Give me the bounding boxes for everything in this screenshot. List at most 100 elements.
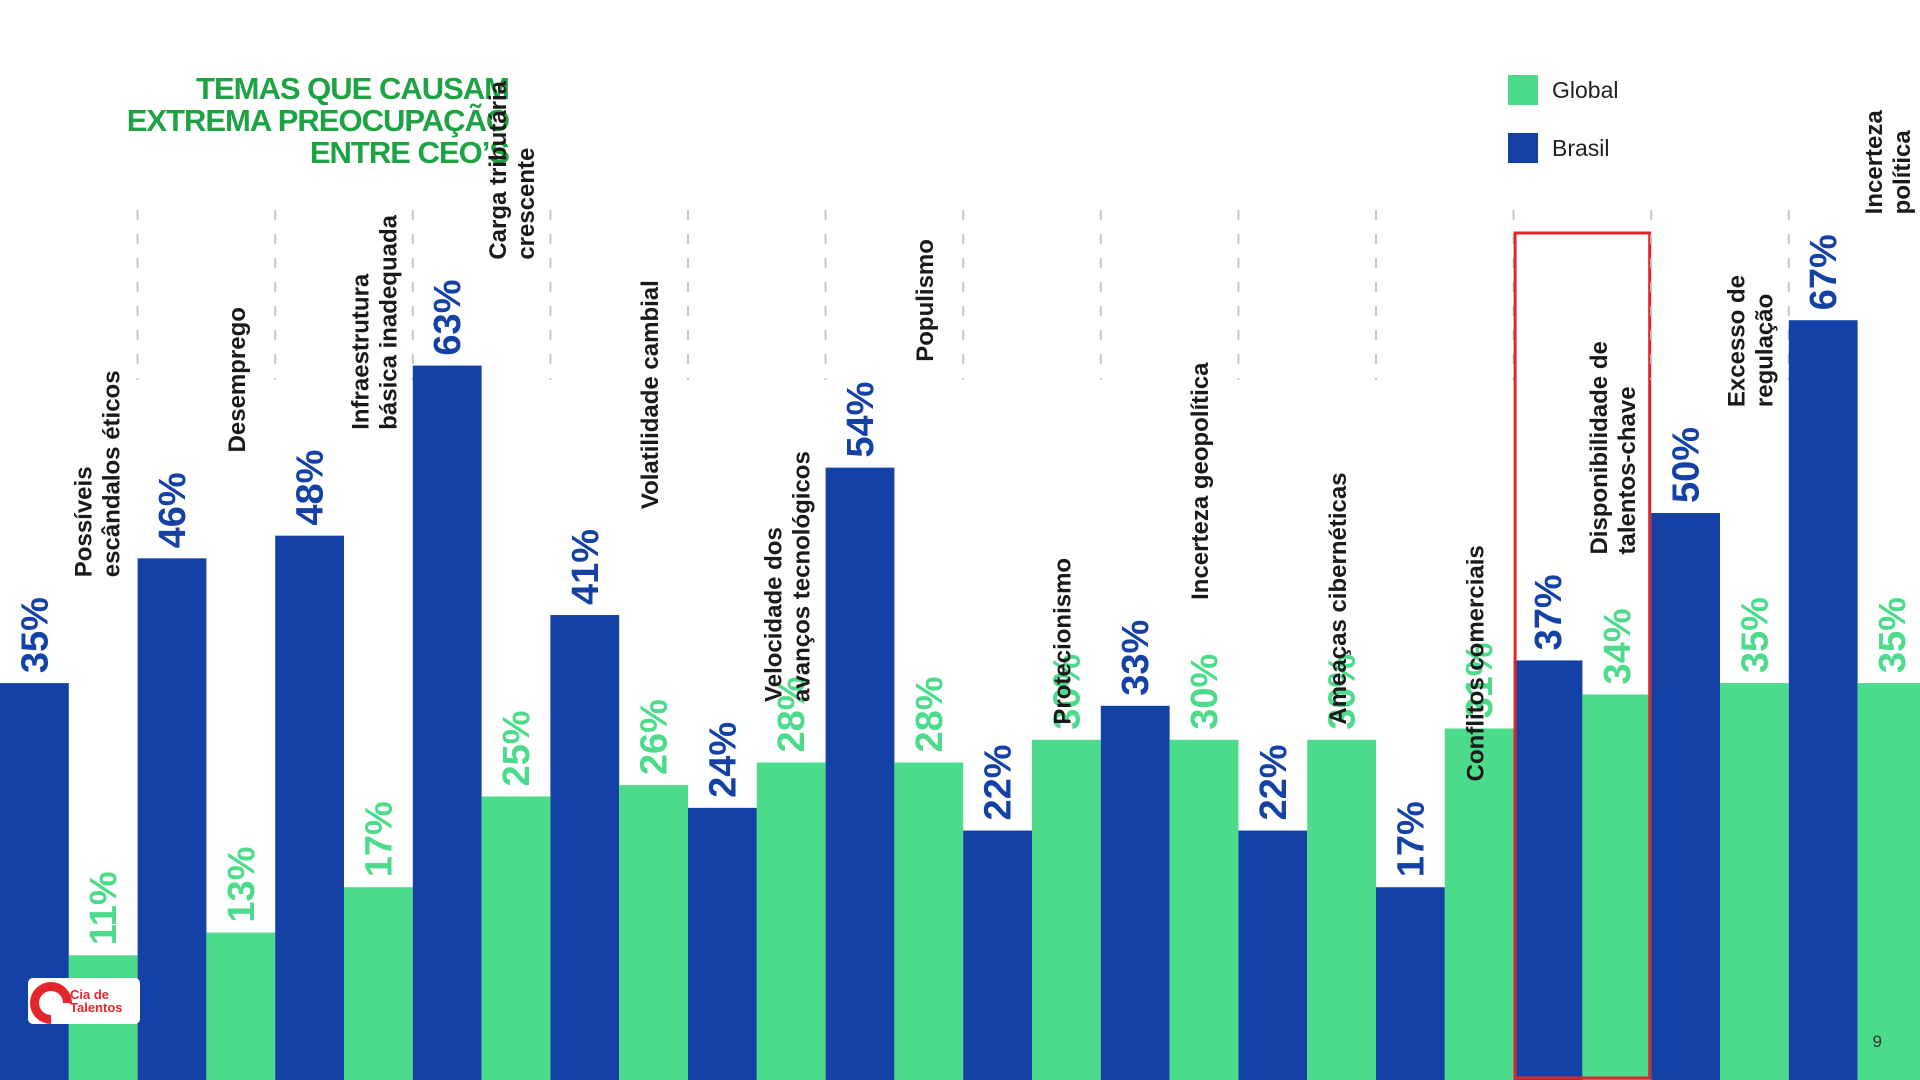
- category-label-line: Ameaças cibernéticas: [1325, 472, 1352, 724]
- data-label-brasil: 37%: [1528, 574, 1570, 650]
- bar-brasil: [1788, 320, 1858, 1080]
- category-label: Ameaças cibernéticas: [1325, 472, 1352, 724]
- bar-global: [481, 796, 551, 1080]
- company-logo: Cia de Talentos: [21, 973, 140, 1033]
- data-label-global: 11%: [83, 871, 125, 945]
- category-label-line: talentos-chave: [1614, 386, 1641, 554]
- category-label: Velocidade dosavanços tecnológicos: [760, 451, 815, 702]
- legend-swatch-global: [1508, 75, 1538, 105]
- category-label-line: Incerteza: [1861, 110, 1888, 215]
- bar-global: [206, 932, 276, 1080]
- category-label: Possíveisescândalos éticos: [70, 370, 125, 577]
- data-label-brasil: 17%: [1390, 801, 1432, 877]
- data-label-global: 31%: [1459, 642, 1501, 718]
- data-label-global: 28%: [771, 676, 813, 752]
- category-label-line: Velocidade dos: [760, 527, 787, 702]
- bar-brasil: [137, 558, 207, 1080]
- chart-title-line-1: TEMAS QUE CAUSAM: [196, 71, 510, 106]
- data-label-brasil: 33%: [1115, 620, 1157, 696]
- bar-brasil: [688, 807, 757, 1080]
- data-label-global: 25%: [496, 710, 538, 786]
- category-label: Protecionismo: [1050, 558, 1077, 725]
- bar-global: [894, 762, 964, 1080]
- bar-global: [1307, 739, 1376, 1080]
- category-label-line: Populismo: [912, 239, 939, 362]
- bar-global: [1032, 739, 1101, 1080]
- category-label: Conflitos comerciais: [1462, 545, 1489, 781]
- data-label-global: 26%: [634, 699, 676, 775]
- bar-brasil: [1238, 830, 1308, 1080]
- bar-global: [1444, 728, 1514, 1080]
- data-label-brasil: 50%: [1666, 427, 1708, 503]
- bar-global: [344, 887, 413, 1080]
- bar-brasil: [1513, 660, 1583, 1080]
- data-label-brasil: 46%: [152, 472, 194, 548]
- data-label-global: 17%: [358, 801, 400, 877]
- logo-line-1: Cia de: [70, 987, 110, 1002]
- bar-global: [619, 785, 688, 1080]
- category-label-line: Excesso de: [1724, 275, 1751, 407]
- category-label: Incertezapolítica: [1861, 110, 1916, 215]
- data-label-global: 28%: [909, 676, 951, 752]
- bar-global: [756, 762, 826, 1080]
- category-label: Disponibilidade detalentos-chave: [1586, 341, 1641, 554]
- bar-global: [1720, 683, 1789, 1080]
- category-label-line: básica inadequada: [376, 214, 403, 429]
- legend-swatch-brasil: [1508, 133, 1538, 163]
- category-label-line: política: [1889, 130, 1916, 215]
- bar-brasil: [275, 535, 344, 1080]
- bar-brasil: [1100, 705, 1170, 1080]
- data-label-brasil: 35%: [14, 597, 56, 673]
- logo-line-2: Talentos: [70, 1000, 123, 1015]
- category-label: Carga tributáriacrescente: [485, 80, 540, 259]
- bar-brasil: [412, 365, 482, 1080]
- category-label-line: Conflitos comerciais: [1462, 545, 1489, 781]
- category-label: Populismo: [912, 239, 939, 362]
- data-label-global: 30%: [1322, 654, 1364, 730]
- chart-title-line-2: EXTREMA PREOCUPAÇÃO: [126, 103, 510, 138]
- bar-brasil: [1376, 887, 1445, 1080]
- data-label-global: 30%: [1184, 654, 1226, 730]
- data-label-global: 35%: [1872, 597, 1914, 673]
- bar-brasil: [825, 467, 895, 1080]
- data-label-brasil: 54%: [840, 382, 882, 458]
- category-label-line: Possíveis: [70, 466, 97, 577]
- category-label: Volatilidade cambial: [637, 280, 664, 509]
- data-label-global: 30%: [1046, 654, 1088, 730]
- page-number: 9: [1872, 1032, 1882, 1051]
- bar-brasil: [1651, 513, 1720, 1080]
- data-label-brasil: 22%: [978, 744, 1020, 820]
- chart-title-line-3: ENTRE CEO’S: [309, 135, 510, 170]
- data-label-brasil: 24%: [702, 722, 744, 798]
- data-label-global: 35%: [1734, 597, 1776, 673]
- category-label: Infraestruturabásica inadequada: [348, 214, 403, 429]
- category-label-line: Carga tributária: [485, 80, 512, 259]
- data-label-brasil: 41%: [565, 529, 607, 605]
- bar-brasil: [550, 615, 620, 1080]
- category-label-line: avanços tecnológicos: [788, 451, 815, 702]
- data-label-brasil: 22%: [1253, 744, 1295, 820]
- data-label-brasil: 63%: [427, 280, 469, 356]
- category-label-line: Protecionismo: [1050, 558, 1077, 725]
- category-label-line: regulação: [1752, 294, 1779, 407]
- data-label-brasil: 67%: [1803, 234, 1845, 310]
- highlight-box: [1513, 231, 1652, 1080]
- category-label-line: Infraestrutura: [348, 273, 375, 430]
- category-label-line: escândalos éticos: [98, 370, 125, 577]
- category-label-line: Volatilidade cambial: [637, 280, 664, 509]
- category-label-line: Incerteza geopolítica: [1187, 362, 1214, 600]
- category-label: Excesso deregulação: [1724, 275, 1779, 407]
- data-label-global: 13%: [221, 847, 263, 923]
- bar-global: [1582, 694, 1652, 1080]
- category-label: Incerteza geopolítica: [1187, 362, 1214, 600]
- legend-label-global: Global: [1552, 77, 1619, 103]
- bar-brasil: [963, 830, 1032, 1080]
- category-label: Desemprego: [224, 307, 251, 452]
- logo-text: Cia de Talentos: [70, 988, 123, 1014]
- data-label-brasil: 48%: [290, 450, 332, 526]
- category-label-line: crescente: [513, 148, 540, 260]
- category-label-line: Desemprego: [224, 307, 251, 452]
- bar-global: [1857, 683, 1920, 1080]
- data-label-global: 34%: [1597, 608, 1639, 684]
- bar-global: [1169, 739, 1239, 1080]
